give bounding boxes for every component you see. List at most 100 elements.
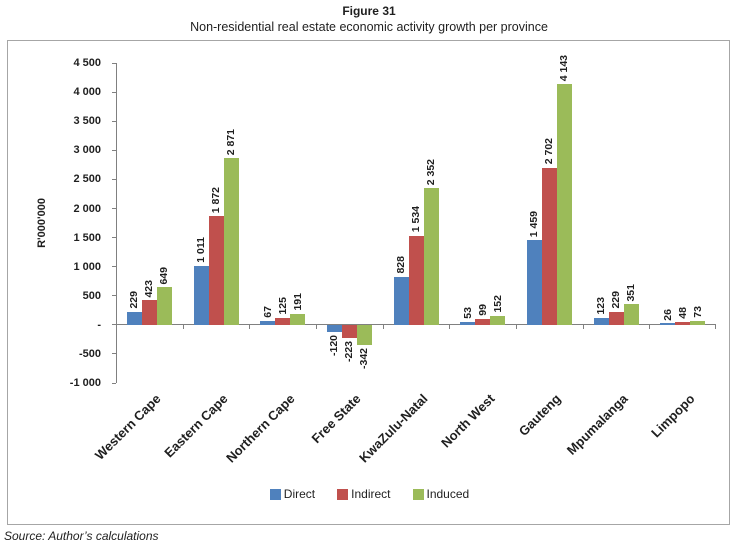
legend-item-induced: Induced — [412, 487, 470, 501]
value-label-direct-mpumalanga: 123 — [595, 297, 607, 315]
y-tick-label: 1 000 — [73, 260, 101, 273]
bar-indirect-limpopo — [675, 322, 691, 325]
y-tick-label: 3 500 — [73, 115, 101, 128]
value-label-direct-western-cape: 229 — [128, 290, 141, 309]
bar-indirect-north-west — [475, 319, 491, 325]
bar-direct-northern-cape — [260, 320, 276, 325]
value-label-direct-north-west: 53 — [461, 307, 474, 319]
value-label-indirect-mpumalanga: 229 — [610, 290, 622, 309]
value-label-indirect-northern-cape: 125 — [276, 296, 289, 315]
value-label-induced-free-state: -342 — [358, 347, 371, 369]
legend-label-direct: Direct — [283, 487, 316, 501]
bar-induced-limpopo — [690, 320, 706, 325]
bar-direct-kwazulu-natal — [393, 276, 409, 325]
y-tick-mark — [112, 149, 116, 151]
legend-swatch-indirect — [337, 488, 349, 500]
y-tick-mark — [112, 382, 116, 384]
value-label-induced-gauteng: 4 143 — [558, 54, 571, 81]
x-tick-mark — [649, 324, 651, 329]
value-label-induced-western-cape: 649 — [158, 266, 171, 285]
value-label-indirect-free-state: -223 — [343, 340, 356, 362]
y-tick-label: 500 — [82, 289, 101, 302]
bar-direct-mpumalanga — [593, 317, 609, 325]
value-label-direct-limpopo: 26 — [661, 308, 674, 321]
value-label-indirect-limpopo: 48 — [676, 307, 689, 319]
y-tick-label: 2 000 — [73, 202, 101, 215]
bar-induced-gauteng — [556, 83, 572, 325]
y-tick-mark — [112, 237, 116, 238]
value-label-direct-northern-cape: 67 — [261, 306, 274, 318]
bar-direct-north-west — [460, 321, 476, 325]
y-tick-mark — [112, 208, 116, 209]
value-label-indirect-north-west: 99 — [476, 304, 489, 317]
y-tick-mark — [112, 324, 116, 326]
y-tick-label: - — [97, 318, 101, 331]
value-label-direct-free-state: -120 — [328, 334, 341, 356]
bar-indirect-free-state — [341, 324, 357, 338]
x-tick-mark — [516, 324, 517, 329]
x-tick-mark — [249, 324, 251, 329]
x-tick-mark — [316, 324, 317, 329]
value-label-induced-limpopo: 73 — [691, 305, 704, 318]
figure-title: Figure 31 — [342, 4, 396, 18]
y-tick-mark — [112, 91, 116, 93]
bar-induced-kwazulu-natal — [423, 188, 439, 325]
bar-indirect-kwazulu-natal — [408, 235, 424, 325]
figure-subtitle: Non-residential real estate economic act… — [190, 20, 548, 34]
bar-direct-free-state — [326, 324, 342, 332]
y-tick-label: 4 500 — [73, 57, 101, 69]
bar-direct-eastern-cape — [193, 266, 209, 325]
y-tick-label: 1 500 — [73, 231, 101, 244]
y-tick-mark — [112, 178, 116, 180]
bar-indirect-northern-cape — [275, 317, 291, 325]
y-tick-mark — [112, 353, 116, 355]
y-tick-mark — [112, 120, 116, 122]
bar-indirect-mpumalanga — [608, 311, 624, 325]
bar-indirect-western-cape — [141, 300, 157, 325]
bar-direct-gauteng — [526, 239, 542, 325]
value-label-indirect-western-cape: 423 — [143, 279, 156, 298]
y-tick-label: -500 — [78, 347, 101, 360]
value-label-indirect-kwazulu-natal: 1 534 — [410, 206, 422, 233]
value-label-induced-eastern-cape: 2 871 — [225, 128, 237, 155]
x-tick-mark — [116, 324, 117, 329]
bar-induced-free-state — [356, 324, 372, 345]
bar-direct-western-cape — [126, 311, 142, 325]
y-tick-mark — [112, 266, 116, 268]
bar-indirect-gauteng — [541, 167, 557, 325]
bar-induced-northern-cape — [290, 313, 306, 325]
x-tick-mark — [582, 324, 584, 329]
legend-label-indirect: Indirect — [351, 487, 391, 501]
y-tick-mark — [112, 295, 116, 297]
x-tick-mark — [715, 324, 716, 329]
legend-label-induced: Induced — [426, 487, 470, 501]
bar-indirect-eastern-cape — [208, 215, 224, 325]
value-label-induced-mpumalanga: 351 — [625, 283, 637, 302]
bar-induced-mpumalanga — [623, 304, 639, 325]
x-tick-mark — [449, 324, 451, 329]
value-label-direct-kwazulu-natal: 828 — [395, 256, 407, 274]
chart-area: R'000'000 4 500 4 000 3 500 3 000 2 500 2 000… — [7, 40, 730, 525]
value-label-indirect-eastern-cape: 1 872 — [210, 186, 222, 213]
bar-direct-limpopo — [660, 323, 676, 325]
value-label-induced-kwazulu-natal: 2 352 — [425, 158, 437, 185]
legend-item-direct: Direct — [269, 487, 316, 501]
source-note: Source: Author’s calculations — [4, 529, 159, 543]
plot-area: 4 500 4 000 3 500 3 000 2 500 2 000 1 500 1 000… — [70, 55, 716, 465]
y-tick-label: 2 500 — [73, 173, 101, 186]
x-tick-mark — [182, 324, 184, 329]
bar-induced-eastern-cape — [223, 157, 239, 325]
bar-induced-western-cape — [156, 287, 172, 325]
legend: Direct Indirect Induced — [8, 487, 731, 501]
value-label-indirect-gauteng: 2 702 — [543, 138, 556, 165]
value-label-induced-north-west: 152 — [491, 295, 504, 313]
y-tick-label: -1 000 — [69, 377, 101, 389]
value-label-direct-gauteng: 1 459 — [528, 210, 541, 237]
y-axis-title-wrap: R'000'000 — [34, 63, 50, 383]
y-tick-label: 4 000 — [73, 86, 101, 99]
legend-item-indirect: Indirect — [337, 487, 391, 501]
y-tick-mark — [112, 62, 116, 64]
legend-swatch-direct — [269, 488, 281, 500]
value-label-direct-eastern-cape: 1 011 — [195, 237, 207, 263]
